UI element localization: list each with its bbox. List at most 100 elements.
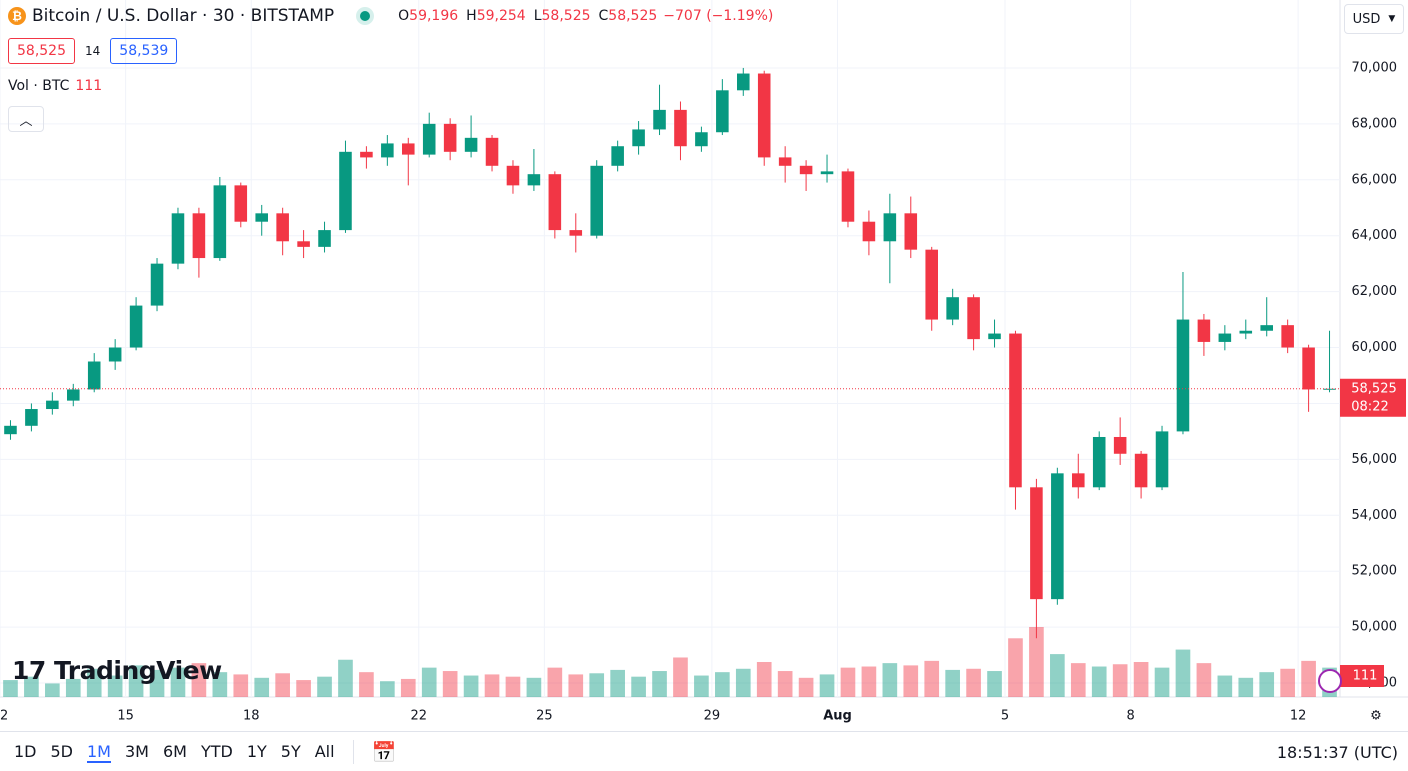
volume-bar [107,675,123,697]
volume-bar [65,678,81,697]
range-button[interactable]: 5Y [280,741,301,761]
candle-body [171,213,185,264]
range-button[interactable]: 3M [124,741,149,761]
volume-bar [1070,663,1086,697]
candle-body [1092,436,1106,488]
candle-body [1281,325,1294,348]
volume-bar [149,669,165,697]
candle-body [402,143,415,155]
volume-bar [296,680,311,697]
candle-body [150,263,164,306]
candle-body [590,165,603,236]
y-tick-label: 64,000 [1352,228,1398,243]
x-tick-label: 12 [0,709,8,724]
bid-ask: 58,525 14 58,539 [8,38,178,64]
candle-body [129,305,143,348]
sell-price[interactable]: 58,525 [8,38,75,64]
volume-bar [359,672,374,697]
ohlc-value: 58,525 [541,8,591,24]
candle-body [108,347,122,362]
volume-bar [1050,654,1065,697]
volume-bar [1301,660,1316,697]
ohlc-value: 59,254 [476,8,526,24]
volume-bar [1175,649,1191,697]
symbol-legend: ₿ Bitcoin / U.S. Dollar · 30 · BITSTAMP … [8,6,773,26]
candle-body [443,123,457,152]
candle-body [695,132,708,147]
volume-bar [861,666,877,697]
range-button[interactable]: All [314,741,335,761]
volume-bar [191,663,207,697]
y-tick-label: 60,000 [1352,340,1398,355]
candle-body [632,129,645,147]
y-tick-label: 56,000 [1352,452,1398,467]
volume-bar [1238,677,1254,697]
range-button[interactable]: 1D [14,741,37,761]
currency: USD [1352,11,1381,27]
ohlc-item: L58,525 [534,8,591,24]
bottom-toolbar: 1D 5D 1M 3M 6M YTD 1Y 5Y All 📅 18:51:37 (UTC) [0,731,1408,771]
candle-body [87,361,101,390]
range-button[interactable]: YTD [200,741,233,761]
candle-body [485,137,499,166]
spread: 14 [85,44,101,58]
volume-bar [819,674,835,697]
volume-title: Vol · BTC [8,78,70,94]
x-tick-label: 8 [1126,709,1134,724]
symbol-title[interactable]: Bitcoin / U.S. Dollar · 30 · BITSTAMP [32,6,335,26]
candle-body [213,185,227,259]
clock: 18:51:37 (UTC) [1276,742,1398,762]
volume-bar [1091,666,1107,697]
range-button[interactable]: 5D [50,741,74,761]
volume-bar [463,675,479,697]
currency-button[interactable]: USD ▼ [1344,4,1404,34]
candle-body [464,137,478,152]
candle-body [25,409,38,426]
ohlc-value: 58,525 [608,8,658,24]
candle-body [360,151,373,158]
volume-bar [275,673,290,697]
volume-bar [1280,668,1295,697]
volume-bar [338,659,353,697]
volume-bar [987,671,1002,697]
volume-bar [1154,667,1170,697]
range-buttons: 1D 5D 1M 3M 6M YTD 1Y 5Y All [14,742,335,763]
volume-bar [777,671,793,697]
chart: 48,00050,00052,00054,00056,00058,00060,0… [0,0,1408,724]
buy-price[interactable]: 58,539 [110,38,178,64]
candle-body [1072,473,1085,488]
candle-body [674,109,687,147]
range-button[interactable]: 1Y [246,741,267,761]
volume-bar [45,683,60,697]
candle-body [716,90,729,133]
volume-bar [233,674,249,697]
volume-bar [1259,672,1275,697]
alert-icon [1318,669,1342,693]
candle-body [381,143,394,158]
volume-bar [254,677,270,697]
date-range-icon[interactable]: 📅 [371,740,397,764]
volume-bar [945,669,960,697]
volume-bar [1008,638,1023,697]
candle-body [883,213,897,242]
volume-bar [526,677,542,697]
y-tick-label: 62,000 [1352,284,1398,299]
ohlc-value: 59,196 [409,8,459,24]
x-tick-label: 15 [117,709,134,724]
candle-body [904,213,918,250]
ohlc-item: H59,254 [466,8,526,24]
volume-bar [128,665,144,697]
x-tick-label: 22 [410,709,427,724]
settings-icon: ⚙ [1370,709,1382,724]
coin-icon: ₿ [8,7,26,25]
price-change: −707 (−1.19%) [663,8,774,24]
range-button[interactable]: 6M [162,741,187,761]
candle-body [862,221,876,242]
y-tick-label: 50,000 [1352,620,1398,635]
volume-bar [170,667,186,697]
collapse-button[interactable]: ︿ [8,106,44,132]
volume-bar [86,668,102,697]
range-button[interactable]: 1M [87,741,111,763]
ohlc-item: C58,525 [599,8,658,24]
volume-bar [505,676,521,697]
